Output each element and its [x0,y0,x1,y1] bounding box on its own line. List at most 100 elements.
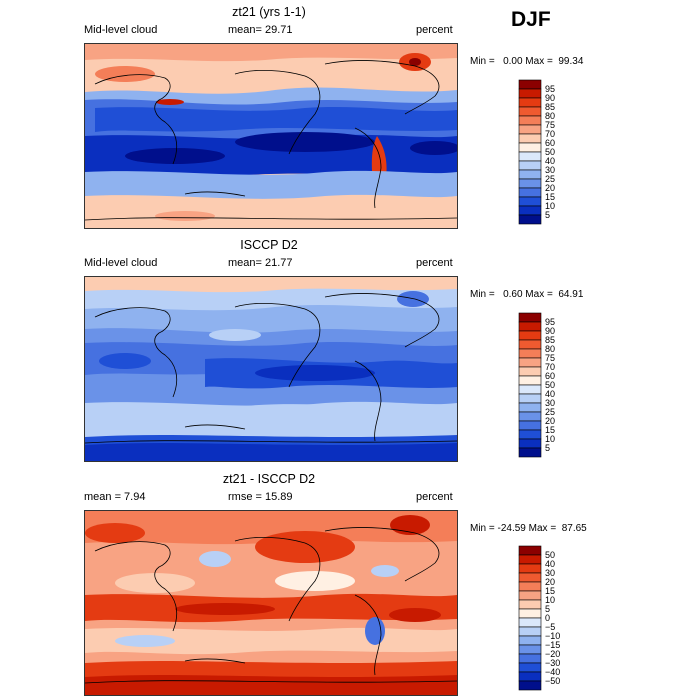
colorbar-swatch [518,429,542,440]
colorbar-tick-label: 10 [545,201,555,211]
colorbar-swatch [518,115,542,126]
colorbar-swatch [518,402,542,413]
colorbar-tick-label: 90 [545,93,555,103]
colorbar-tick-label: 30 [545,165,555,175]
colorbar-swatch [518,447,542,458]
colorbar-swatch [518,438,542,449]
panel1-map [84,43,458,229]
colorbar-swatch [518,106,542,117]
colorbar-swatch [518,339,542,350]
colorbar-tick-label: 60 [545,138,555,148]
colorbar-swatch [518,599,542,610]
colorbar-tick-label: 10 [545,595,555,605]
colorbar-swatch [518,626,542,637]
colorbar-tick-label: 25 [545,174,555,184]
panel3-heatmap [85,511,457,695]
colorbar-swatch [518,680,542,691]
colorbar-swatch [518,97,542,108]
colorbar-swatch [518,581,542,592]
colorbar-tick-label: 75 [545,353,555,363]
panel3-min-max: Min = -24.59 Max = 87.65 [470,523,587,534]
colorbar-tick-label: 15 [545,425,555,435]
colorbar-tick-label: 30 [545,568,555,578]
colorbar-tick-label: −40 [545,667,560,677]
colorbar-swatch [518,133,542,144]
colorbar-swatch [518,563,542,574]
colorbar-tick-label: 30 [545,398,555,408]
panel3-left-label: mean = 7.94 [84,491,146,503]
season-label: DJF [511,8,551,31]
panel1-heatmap [85,44,457,228]
colorbar-swatch [518,375,542,386]
colorbar-tick-label: 85 [545,102,555,112]
colorbar-swatch [518,644,542,655]
colorbar-tick-label: 50 [545,147,555,157]
panel3-units: percent [416,491,453,503]
colorbar-swatch [518,214,542,225]
colorbar-tick-label: 5 [545,604,550,614]
colorbar-tick-label: 95 [545,317,555,327]
panel2-map [84,276,458,462]
colorbar-swatch [518,79,542,90]
colorbar-swatch [518,393,542,404]
colorbar-swatch [518,321,542,332]
colorbar-tick-label: −10 [545,631,560,641]
colorbar-swatch [518,608,542,619]
colorbar-swatch [518,88,542,99]
colorbar-tick-label: 80 [545,344,555,354]
colorbar-swatch [518,366,542,377]
colorbar-swatch [518,590,542,601]
colorbar-tick-label: 15 [545,192,555,202]
panel2-units: percent [416,257,453,269]
colorbar-swatch [518,662,542,673]
colorbar-swatch [518,617,542,628]
colorbar-swatch [518,169,542,180]
panel1-title: zt21 (yrs 1-1) [232,5,306,19]
colorbar-swatch [518,411,542,422]
colorbar-tick-label: 90 [545,326,555,336]
colorbar-tick-label: 40 [545,559,555,569]
panel1-min-max: Min = 0.00 Max = 99.34 [470,56,584,67]
colorbar-tick-label: 50 [545,380,555,390]
colorbar-swatch [518,312,542,323]
colorbar-tick-label: 70 [545,129,555,139]
panel2-left-label: Mid-level cloud [84,257,158,269]
colorbar-swatch [518,545,542,556]
colorbar-swatch [518,357,542,368]
colorbar-tick-label: 20 [545,577,555,587]
colorbar-swatch [518,205,542,216]
colorbar-swatch [518,348,542,359]
colorbar-swatch [518,178,542,189]
colorbar-swatch [518,420,542,431]
panel2-colorbar: 95 90 85 80 75 70 60 50 40 30 25 20 15 10 5 [518,312,578,460]
colorbar-tick-label: 85 [545,335,555,345]
panel3-colorbar: 50 40 30 20 15 10 5 0 −5 −10 −15 −20 −30 −40 −50 [518,545,578,693]
panel3-rmse: rmse = 15.89 [228,491,293,503]
panel2-heatmap [85,277,457,461]
panel3-map [84,510,458,696]
colorbar-swatch [518,653,542,664]
colorbar-swatch [518,124,542,135]
colorbar-tick-label: 25 [545,407,555,417]
panel2-title: ISCCP D2 [240,238,298,252]
colorbar-tick-label: 80 [545,111,555,121]
panel1-mean: mean= 29.71 [228,24,293,36]
colorbar-swatch [518,187,542,198]
colorbar-tick-label: 5 [545,443,550,453]
colorbar-tick-label: 20 [545,416,555,426]
colorbar-swatch [518,142,542,153]
colorbar-tick-label: 75 [545,120,555,130]
colorbar-swatch [518,635,542,646]
colorbar-tick-label: 95 [545,84,555,94]
colorbar-tick-label: 40 [545,156,555,166]
panel1-units: percent [416,24,453,36]
colorbar-tick-label: −5 [545,622,555,632]
colorbar-tick-label: 0 [545,613,550,623]
colorbar-tick-label: −15 [545,640,560,650]
colorbar-tick-label: 5 [545,210,550,220]
panel2-min-max: Min = 0.60 Max = 64.91 [470,289,584,300]
colorbar-tick-label: −20 [545,649,560,659]
panel2-mean: mean= 21.77 [228,257,293,269]
